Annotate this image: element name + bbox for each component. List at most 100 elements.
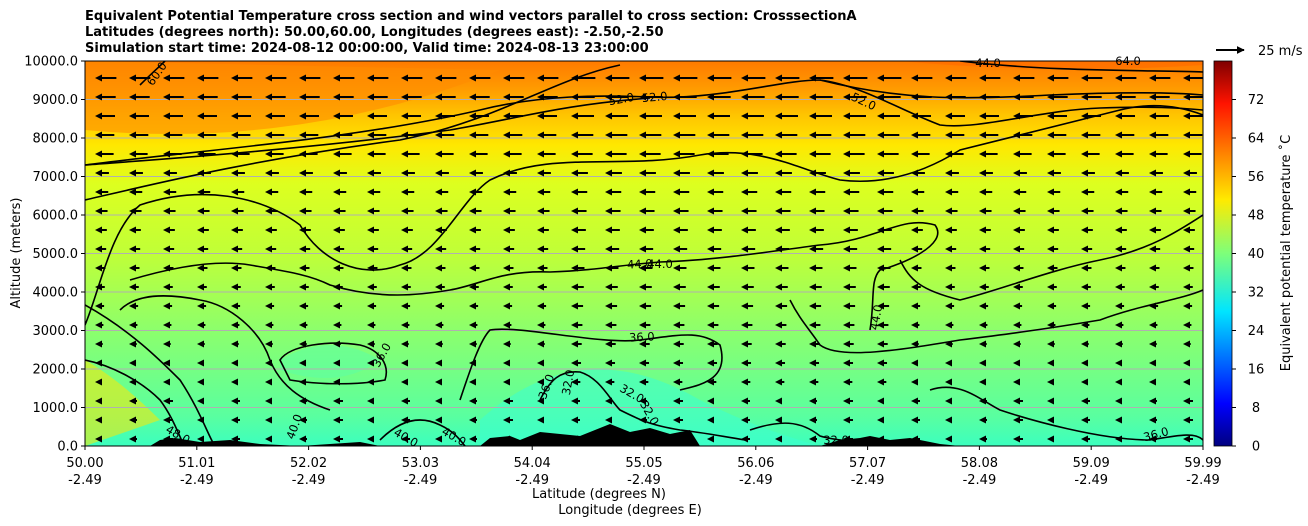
wind-vector xyxy=(741,188,758,196)
y-tick-label: 1000.0 xyxy=(33,401,79,416)
wind-vector xyxy=(435,93,456,101)
wind-vector xyxy=(843,397,853,405)
wind-vector xyxy=(231,188,245,196)
wind-vector xyxy=(911,378,918,386)
wind-vector xyxy=(571,112,594,120)
wind-vector xyxy=(571,207,587,215)
y-axis-label: Altitude (meters) xyxy=(9,198,24,309)
wind-vector xyxy=(231,93,252,101)
wind-vector xyxy=(1115,169,1129,177)
wind-vector xyxy=(537,169,551,177)
wind-vector xyxy=(367,435,374,443)
wind-vector xyxy=(639,93,663,101)
x-tick-label-lat: 50.00 xyxy=(66,456,103,471)
wind-vector xyxy=(775,74,800,82)
wind-vector xyxy=(1047,226,1059,234)
wind-vector xyxy=(95,112,115,120)
wind-vector xyxy=(163,150,182,158)
x-tick-label-lat: 55.05 xyxy=(625,456,662,471)
wind-vector xyxy=(367,207,380,215)
wind-vector xyxy=(1013,188,1027,196)
wind-vector xyxy=(945,397,952,405)
wind-vector xyxy=(571,93,595,101)
wind-vector xyxy=(1115,359,1123,367)
x-tick-label-lat: 59.09 xyxy=(1073,456,1110,471)
wind-vector xyxy=(1081,416,1090,424)
wind-vector xyxy=(741,264,755,272)
wind-vector xyxy=(367,74,389,82)
wind-vector xyxy=(911,359,919,367)
wind-vector xyxy=(877,207,893,215)
wind-vector xyxy=(1183,435,1193,443)
wind-vector xyxy=(1149,435,1157,443)
wind-vector xyxy=(401,321,410,329)
wind-vector xyxy=(1047,321,1056,329)
wind-vector xyxy=(843,150,865,158)
wind-vector xyxy=(367,302,377,310)
x-tick-label-lat: 54.04 xyxy=(514,456,551,471)
wind-vector xyxy=(945,359,953,367)
wind-vector xyxy=(1013,150,1032,158)
wind-vector xyxy=(163,112,183,120)
wind-vector xyxy=(503,264,514,272)
x-tick-label-lon: -2.49 xyxy=(68,473,102,488)
wind-vector xyxy=(673,226,688,234)
wind-vector xyxy=(503,321,512,329)
wind-vector xyxy=(367,188,381,196)
wind-vector xyxy=(843,359,854,367)
wind-vector xyxy=(1115,378,1122,386)
wind-vector xyxy=(129,302,139,310)
wind-vector xyxy=(877,321,889,329)
wind-vector xyxy=(435,302,445,310)
wind-vector xyxy=(877,93,901,101)
wind-vector xyxy=(367,416,374,424)
colorbar-tick-label: 56 xyxy=(1248,170,1265,185)
wind-vector xyxy=(333,245,345,253)
wind-vector xyxy=(231,321,240,329)
wind-vector xyxy=(435,188,449,196)
contour-label: 36.0 xyxy=(1142,424,1170,444)
wind-vector xyxy=(1115,131,1135,139)
wind-vector xyxy=(639,397,647,405)
wind-vector xyxy=(333,207,346,215)
colorbar-tick-label: 64 xyxy=(1248,132,1265,147)
wind-vector xyxy=(775,226,790,234)
wind-vector xyxy=(1013,455,1023,462)
wind-vector xyxy=(877,264,891,272)
wind-vector xyxy=(367,264,378,272)
wind-vector xyxy=(435,435,442,443)
contour-label: 44.0 xyxy=(975,56,1001,70)
wind-vector xyxy=(809,397,817,405)
wind-vector xyxy=(843,340,854,348)
wind-vector xyxy=(1013,378,1020,386)
wind-vector xyxy=(707,340,718,348)
wind-vector xyxy=(537,302,547,310)
wind-vector xyxy=(469,188,483,196)
wind-vector xyxy=(809,264,823,272)
wind-vector xyxy=(639,283,652,291)
wind-vector xyxy=(1013,74,1035,82)
wind-vector xyxy=(299,359,307,367)
wind-vector xyxy=(129,340,137,348)
wind-vector xyxy=(1013,245,1025,253)
wind-vector xyxy=(673,397,683,405)
wind-vector xyxy=(503,207,516,215)
wind-vector xyxy=(605,207,621,215)
wind-vector xyxy=(809,131,832,139)
wind-vector xyxy=(605,455,612,462)
wind-vector xyxy=(1149,378,1156,386)
y-tick-label: 8000.0 xyxy=(33,132,79,147)
wind-vector xyxy=(197,397,204,405)
x-tick-label-lon: -2.49 xyxy=(292,473,326,488)
wind-vector xyxy=(1013,207,1026,215)
wind-vector xyxy=(707,416,714,424)
wind-vector xyxy=(129,397,137,405)
wind-vector xyxy=(571,169,588,177)
wind-vector xyxy=(231,340,239,348)
wind-vector xyxy=(707,378,717,386)
wind-vector xyxy=(877,340,888,348)
wind-vector xyxy=(911,188,925,196)
wind-vector xyxy=(979,359,987,367)
wind-vector xyxy=(231,416,240,424)
wind-vector xyxy=(129,112,149,120)
